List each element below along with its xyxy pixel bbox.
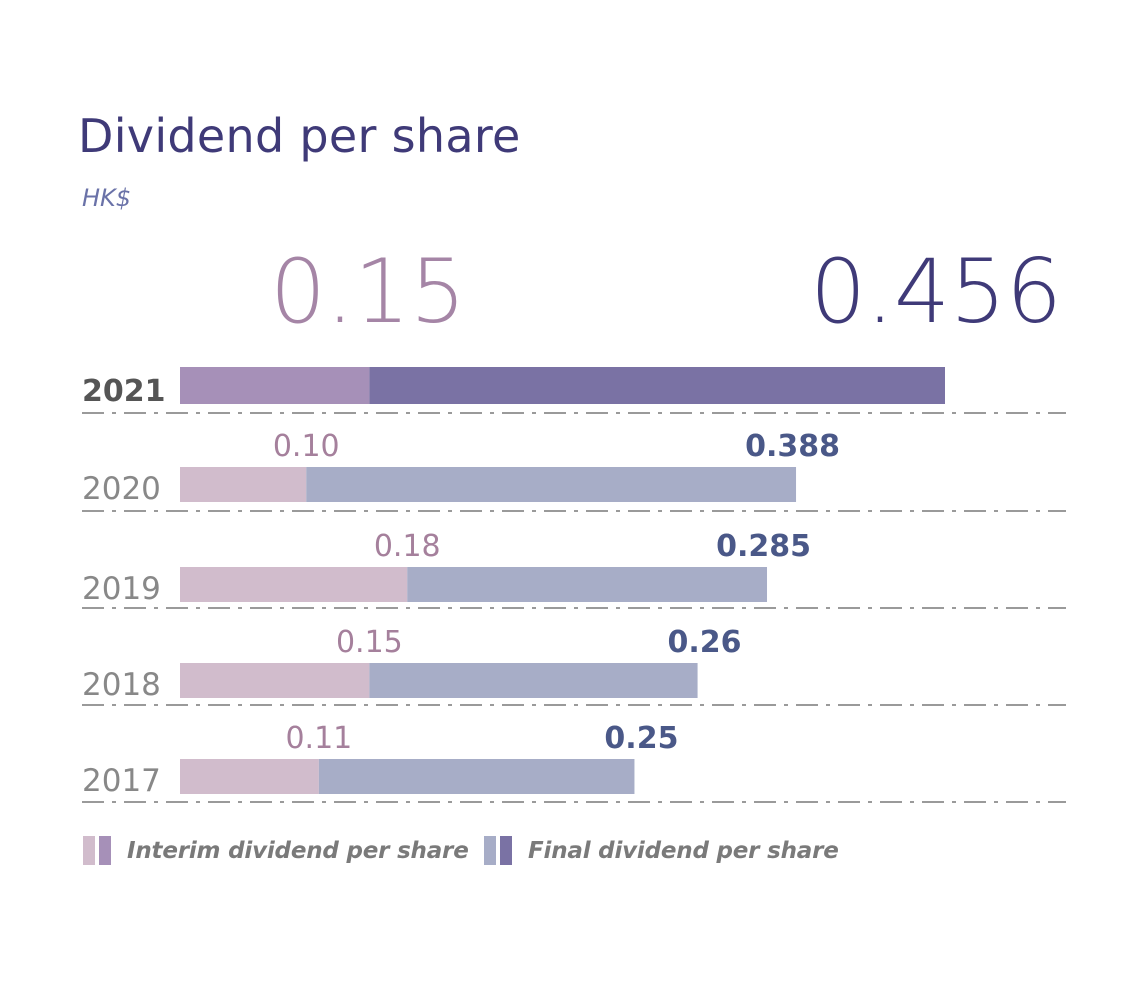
chart-title: Dividend per share <box>78 109 521 163</box>
value-label-interim-2017: 0.11 <box>285 721 352 756</box>
interim-swatch-current <box>99 836 111 865</box>
bar-final-2020 <box>306 467 797 502</box>
year-label-2021: 2021 <box>82 374 166 409</box>
legend-label-interim: Interim dividend per share <box>127 837 469 864</box>
year-label-2020: 2020 <box>82 471 161 507</box>
year-label-2019: 2019 <box>82 571 161 607</box>
bar-final-2017 <box>318 759 635 794</box>
legend-label-final: Final dividend per share <box>528 837 839 864</box>
bar-interim-2019 <box>180 567 408 602</box>
value-label-final-2020: 0.388 <box>745 429 840 464</box>
value-label-interim-2018: 0.15 <box>336 625 403 660</box>
value-label-final-2019: 0.285 <box>716 529 811 564</box>
bar-final-2018 <box>369 663 698 698</box>
bar-interim-2021 <box>180 367 370 404</box>
final-swatch-current <box>500 836 512 865</box>
legend-item-interim: Interim dividend per share <box>83 836 469 865</box>
value-label-final-2017: 0.25 <box>604 721 678 756</box>
legend-item-final: Final dividend per share <box>484 836 839 865</box>
bar-final-2019 <box>407 567 768 602</box>
interim-swatch-past <box>83 836 95 865</box>
final-swatch <box>484 836 512 865</box>
value-label-interim-2020: 0.10 <box>273 429 340 464</box>
value-label-final-2018: 0.26 <box>668 625 742 660</box>
interim-swatch <box>83 836 111 865</box>
bar-interim-2020 <box>180 467 307 502</box>
bar-final-2021 <box>369 367 945 404</box>
value-label-interim-2021: 0.15 <box>270 240 466 343</box>
year-label-2017: 2017 <box>82 763 161 799</box>
value-label-final-2021: 0.456 <box>810 240 1062 343</box>
bar-interim-2018 <box>180 663 370 698</box>
value-label-interim-2019: 0.18 <box>374 529 441 564</box>
unit-label: HK$ <box>82 184 132 212</box>
year-label-2018: 2018 <box>82 667 161 703</box>
final-swatch-past <box>484 836 496 865</box>
bar-interim-2017 <box>180 759 319 794</box>
